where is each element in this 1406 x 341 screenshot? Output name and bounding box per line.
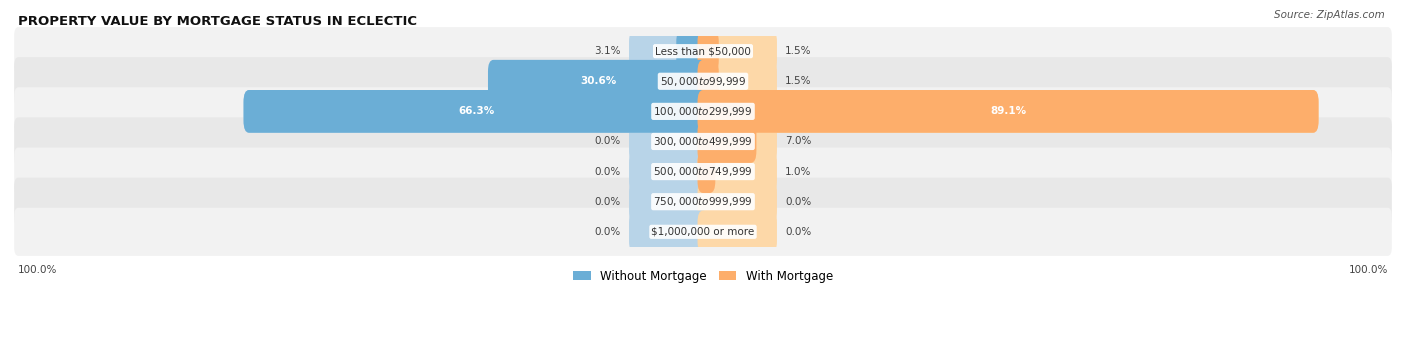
FancyBboxPatch shape: [14, 208, 1392, 256]
FancyBboxPatch shape: [14, 27, 1392, 75]
FancyBboxPatch shape: [243, 90, 709, 133]
FancyBboxPatch shape: [697, 30, 718, 73]
Text: $500,000 to $749,999: $500,000 to $749,999: [654, 165, 752, 178]
FancyBboxPatch shape: [697, 210, 778, 253]
Text: 1.0%: 1.0%: [785, 167, 811, 177]
Text: 100.0%: 100.0%: [18, 265, 58, 275]
Text: 30.6%: 30.6%: [581, 76, 616, 86]
Text: 66.3%: 66.3%: [458, 106, 494, 116]
Text: 0.0%: 0.0%: [595, 136, 621, 147]
FancyBboxPatch shape: [243, 90, 709, 133]
Text: 0.0%: 0.0%: [785, 227, 811, 237]
FancyBboxPatch shape: [697, 120, 778, 163]
FancyBboxPatch shape: [628, 120, 709, 163]
FancyBboxPatch shape: [697, 120, 756, 163]
Text: $100,000 to $299,999: $100,000 to $299,999: [654, 105, 752, 118]
FancyBboxPatch shape: [697, 180, 778, 223]
Text: 0.0%: 0.0%: [595, 227, 621, 237]
Text: 0.0%: 0.0%: [785, 197, 811, 207]
FancyBboxPatch shape: [697, 90, 1319, 133]
Text: 7.0%: 7.0%: [785, 136, 811, 147]
Text: $300,000 to $499,999: $300,000 to $499,999: [654, 135, 752, 148]
Text: PROPERTY VALUE BY MORTGAGE STATUS IN ECLECTIC: PROPERTY VALUE BY MORTGAGE STATUS IN ECL…: [18, 15, 418, 28]
FancyBboxPatch shape: [14, 57, 1392, 105]
FancyBboxPatch shape: [14, 87, 1392, 135]
FancyBboxPatch shape: [697, 150, 716, 193]
FancyBboxPatch shape: [697, 150, 778, 193]
FancyBboxPatch shape: [14, 148, 1392, 196]
Text: 3.1%: 3.1%: [595, 46, 621, 56]
Text: Less than $50,000: Less than $50,000: [655, 46, 751, 56]
Text: 1.5%: 1.5%: [785, 76, 811, 86]
Text: 100.0%: 100.0%: [1348, 265, 1388, 275]
FancyBboxPatch shape: [628, 150, 709, 193]
Text: 89.1%: 89.1%: [990, 106, 1026, 116]
FancyBboxPatch shape: [697, 90, 1319, 133]
Text: 0.0%: 0.0%: [595, 167, 621, 177]
FancyBboxPatch shape: [697, 60, 778, 103]
FancyBboxPatch shape: [628, 210, 709, 253]
FancyBboxPatch shape: [697, 30, 778, 73]
Text: $50,000 to $99,999: $50,000 to $99,999: [659, 75, 747, 88]
Text: $1,000,000 or more: $1,000,000 or more: [651, 227, 755, 237]
FancyBboxPatch shape: [628, 30, 709, 73]
Text: 0.0%: 0.0%: [595, 197, 621, 207]
Text: Source: ZipAtlas.com: Source: ZipAtlas.com: [1274, 10, 1385, 20]
FancyBboxPatch shape: [14, 117, 1392, 166]
FancyBboxPatch shape: [488, 60, 709, 103]
FancyBboxPatch shape: [14, 178, 1392, 226]
FancyBboxPatch shape: [697, 60, 718, 103]
FancyBboxPatch shape: [676, 30, 709, 73]
Text: $750,000 to $999,999: $750,000 to $999,999: [654, 195, 752, 208]
FancyBboxPatch shape: [628, 180, 709, 223]
Legend: Without Mortgage, With Mortgage: Without Mortgage, With Mortgage: [568, 265, 838, 287]
FancyBboxPatch shape: [488, 60, 709, 103]
Text: 1.5%: 1.5%: [785, 46, 811, 56]
